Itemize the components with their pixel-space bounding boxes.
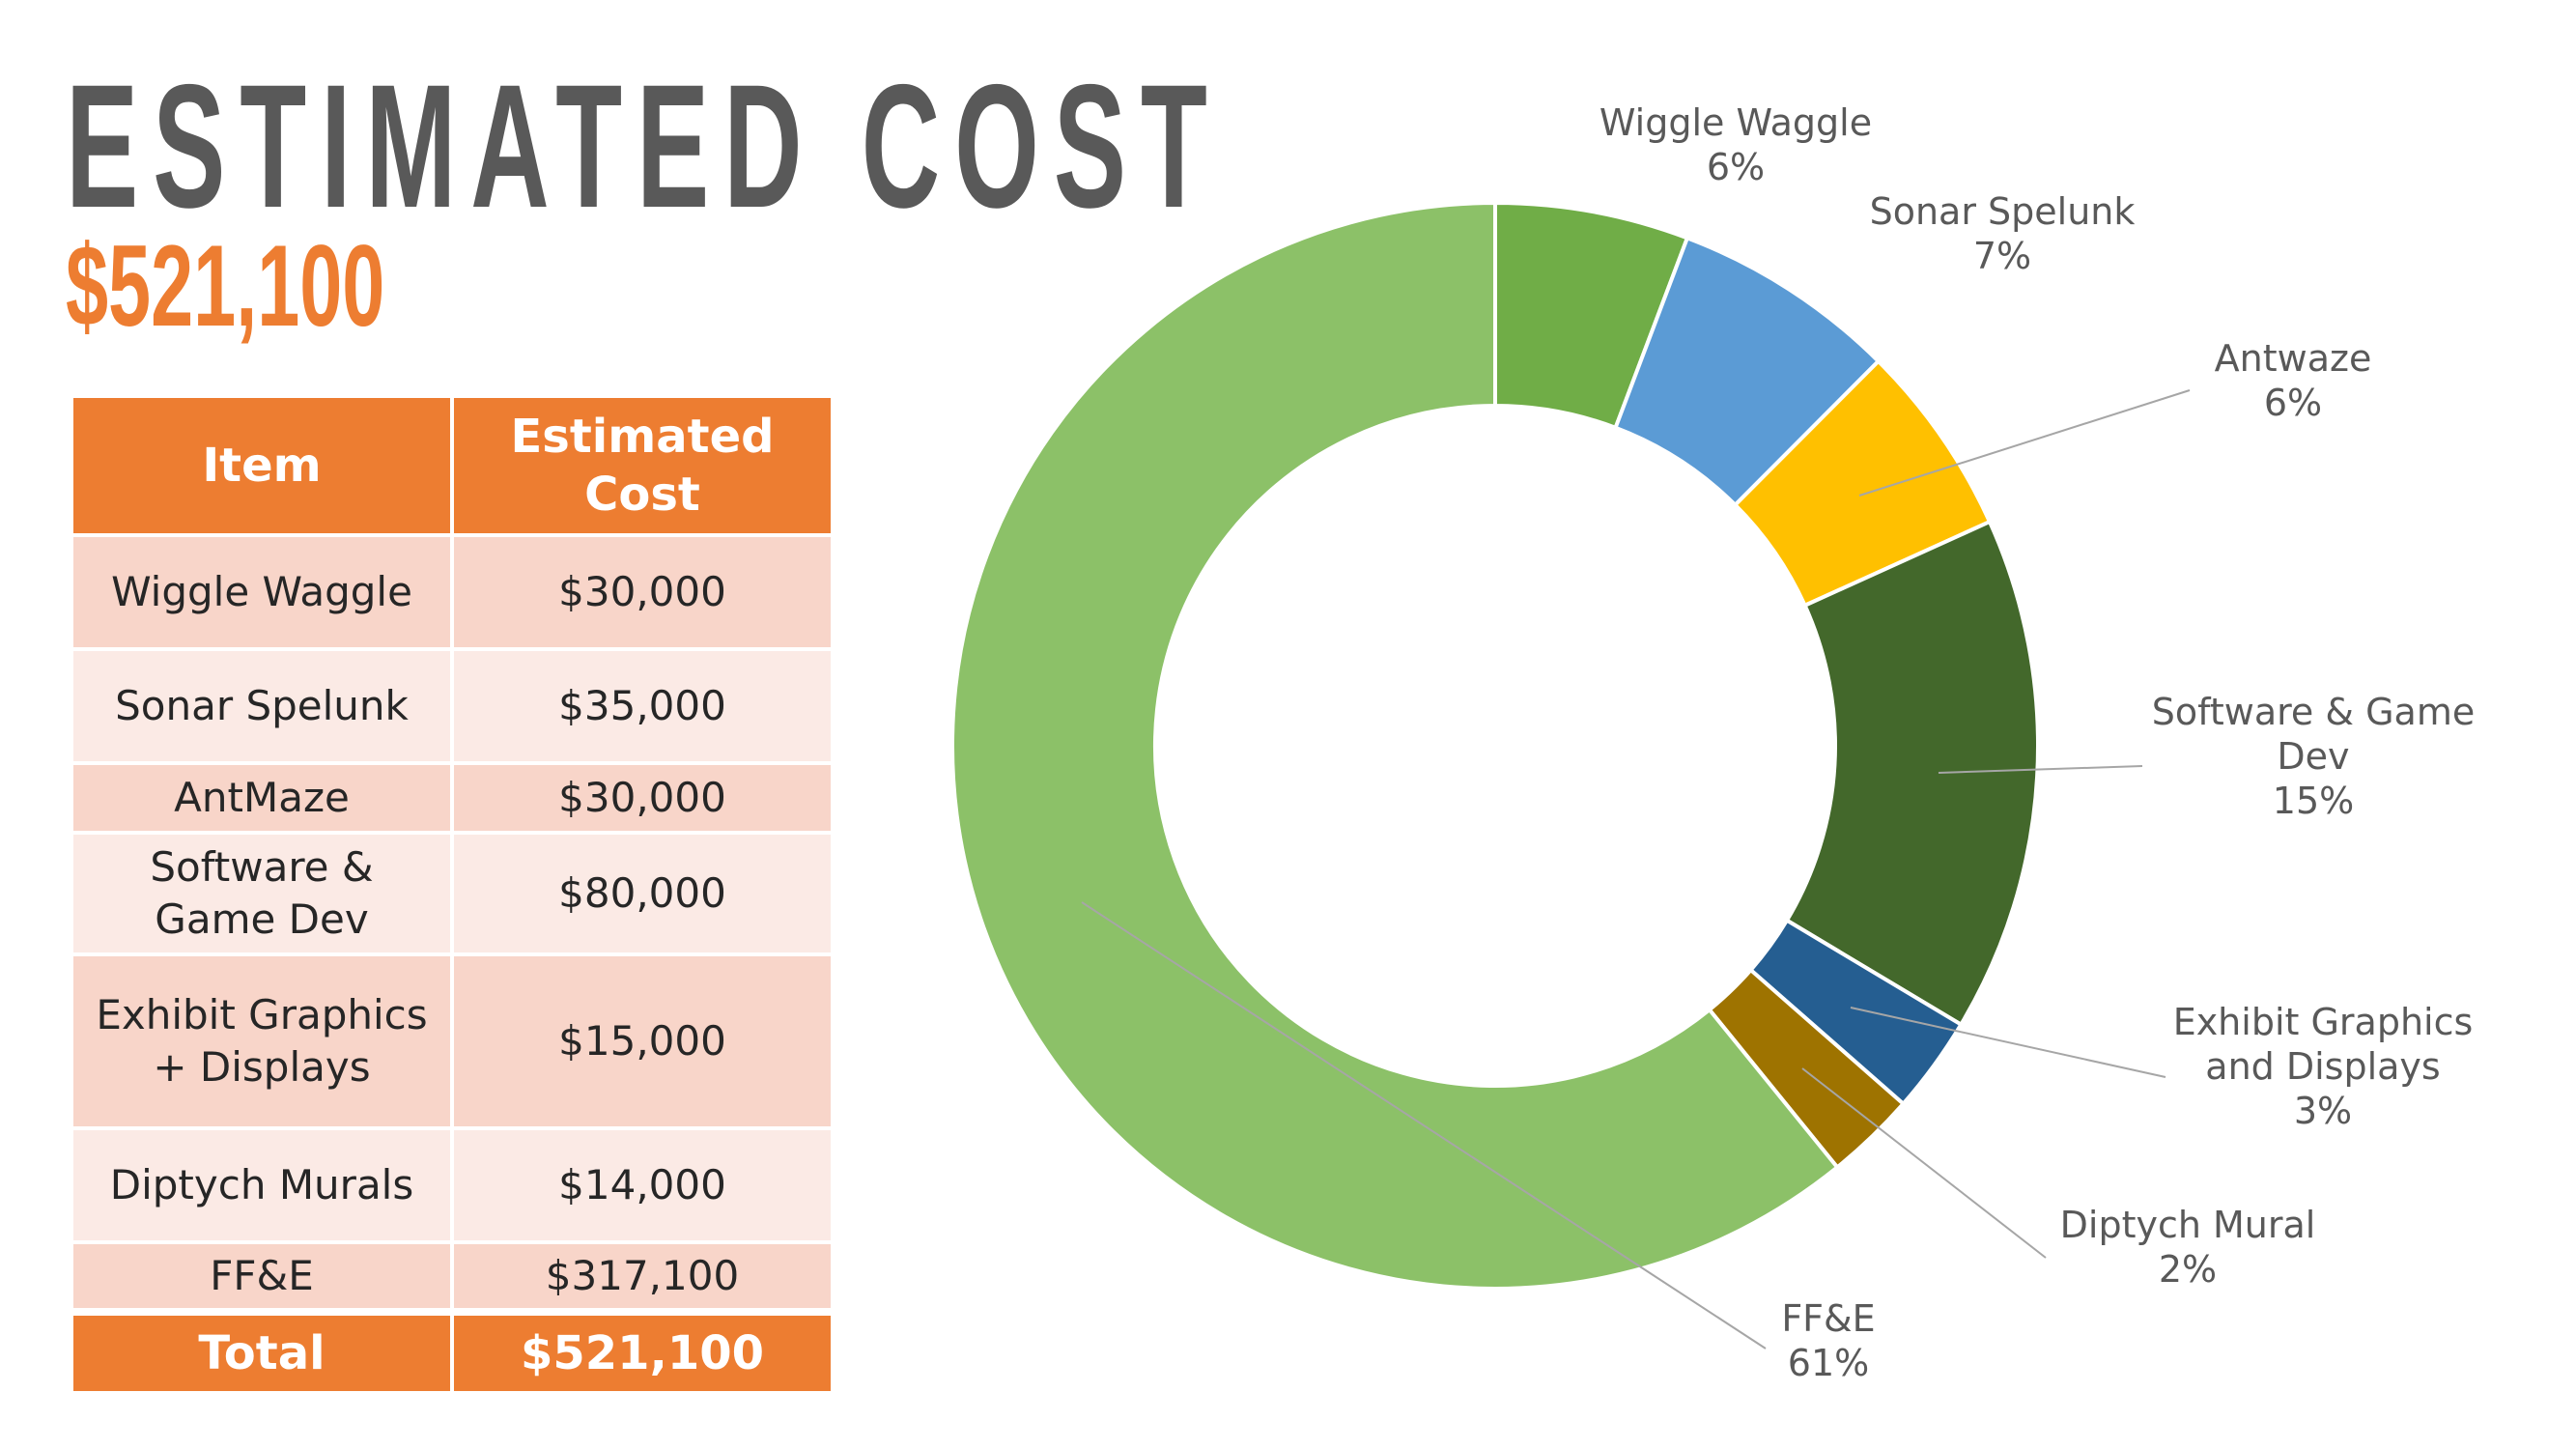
header-estimated-cost: Estimated Cost: [450, 394, 835, 537]
header-item: Item: [70, 394, 454, 537]
row-cost: $15,000: [450, 952, 835, 1130]
leader-line-5: [1850, 1007, 2166, 1078]
table-row: Diptych Murals $14,000: [70, 1126, 835, 1244]
leader-line-4: [1938, 765, 2143, 774]
row-item: Diptych Murals: [70, 1126, 454, 1244]
cost-table: Item Estimated Cost Wiggle Waggle $30,00…: [70, 394, 835, 1395]
data-label-2: Sonar Spelunk 7%: [1870, 190, 2136, 277]
data-label-3: Antwaze 6%: [2215, 337, 2372, 424]
row-cost: $14,000: [450, 1126, 835, 1244]
leader-line-7: [1081, 901, 1767, 1350]
page-title: ESTIMATED COST: [66, 47, 1222, 244]
row-item: Software & Game Dev: [70, 831, 454, 956]
total-cost: $521,100: [450, 1308, 835, 1395]
data-label-6: Diptych Mural 2%: [2060, 1204, 2316, 1291]
row-item: Sonar Spelunk: [70, 647, 454, 765]
table-row: Sonar Spelunk $35,000: [70, 647, 835, 765]
row-cost: $30,000: [450, 761, 835, 835]
donut-slice-4: [1784, 519, 2040, 1028]
data-label-4: Software & Game Dev 15%: [2152, 691, 2475, 822]
row-item: Wiggle Waggle: [70, 533, 454, 651]
row-cost: $80,000: [450, 831, 835, 956]
table-row: Wiggle Waggle $30,000: [70, 533, 835, 651]
row-cost: $30,000: [450, 533, 835, 651]
table-header-row: Item Estimated Cost: [70, 394, 835, 537]
row-item: AntMaze: [70, 761, 454, 835]
row-item: Exhibit Graphics + Displays: [70, 952, 454, 1130]
total-label: Total: [70, 1308, 454, 1395]
table-row: AntMaze $30,000: [70, 761, 835, 835]
row-cost: $317,100: [450, 1240, 835, 1314]
table-total-row: Total $521,100: [70, 1308, 835, 1395]
table-row: Exhibit Graphics + Displays $15,000: [70, 952, 835, 1130]
row-cost: $35,000: [450, 647, 835, 765]
table-row: Software & Game Dev $80,000: [70, 831, 835, 956]
data-label-1: Wiggle Waggle 6%: [1599, 101, 1872, 188]
leader-line-6: [1801, 1067, 2047, 1259]
donut-slice-7: [950, 200, 1841, 1291]
row-item: FF&E: [70, 1240, 454, 1314]
data-label-7: FF&E 61%: [1781, 1297, 1875, 1384]
leader-line-3: [1858, 389, 2191, 497]
data-label-5: Exhibit Graphics and Displays 3%: [2173, 1001, 2474, 1132]
total-cost-headline: $521,100: [66, 221, 385, 351]
table-row: FF&E $317,100: [70, 1240, 835, 1314]
